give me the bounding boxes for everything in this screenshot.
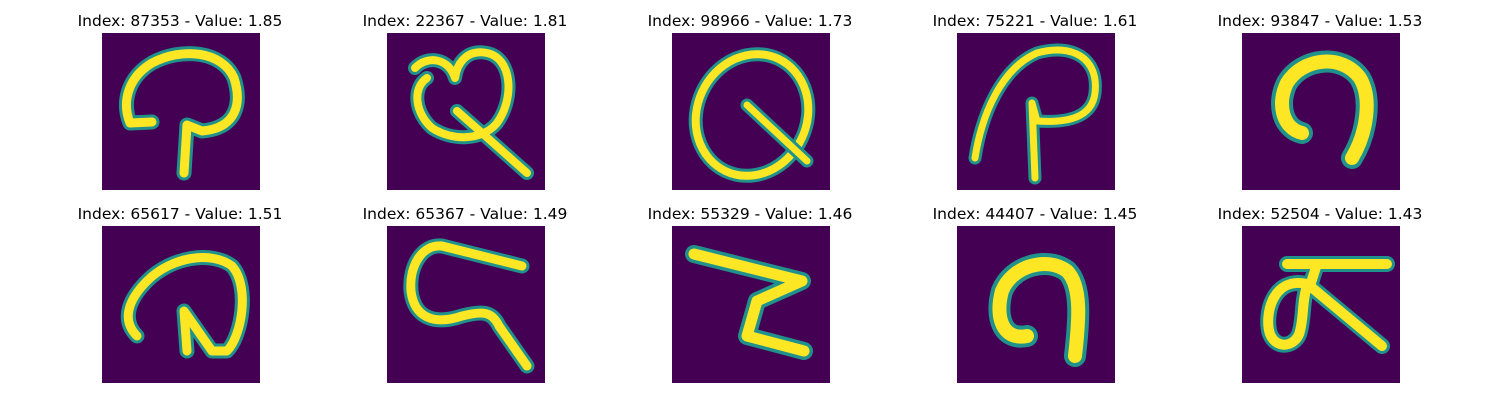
panel-title: Index: 65617 - Value: 1.51 (77, 205, 283, 223)
glyph-strokes (688, 47, 816, 183)
panel-2: Index: 22367 - Value: 1.81 (315, 11, 615, 204)
glyph-strokes (1260, 256, 1395, 354)
panel-title: Index: 52504 - Value: 1.43 (1217, 205, 1423, 223)
glyph-strokes (403, 238, 535, 374)
glyph-image (387, 226, 545, 383)
glyph-image (1242, 226, 1400, 383)
glyph-image (1242, 33, 1400, 190)
glyph-strokes (120, 250, 250, 359)
glyph-strokes (968, 43, 1102, 185)
panel-title: Index: 75221 - Value: 1.61 (932, 12, 1138, 30)
panel-8: Index: 55329 - Value: 1.46 (600, 204, 900, 397)
glyph-image (957, 33, 1115, 190)
panel-title: Index: 93847 - Value: 1.53 (1217, 12, 1423, 30)
panel-10: Index: 52504 - Value: 1.43 (1170, 204, 1470, 397)
glyph-image (672, 33, 830, 190)
glyph-strokes (1271, 50, 1378, 169)
glyph-strokes (988, 252, 1090, 367)
glyph-strokes (119, 46, 245, 181)
panel-7: Index: 65367 - Value: 1.49 (315, 204, 615, 397)
panel-9: Index: 44407 - Value: 1.45 (885, 204, 1185, 397)
panel-title: Index: 98966 - Value: 1.73 (647, 12, 853, 30)
panel-5: Index: 93847 - Value: 1.53 (1170, 11, 1470, 204)
panel-4: Index: 75221 - Value: 1.61 (885, 11, 1185, 204)
glyph-strokes (685, 245, 813, 360)
glyph-image (672, 226, 830, 383)
panel-title: Index: 44407 - Value: 1.45 (932, 205, 1138, 223)
glyph-image (387, 33, 545, 190)
glyph-image (957, 226, 1115, 383)
panel-3: Index: 98966 - Value: 1.73 (600, 11, 900, 204)
panel-title: Index: 87353 - Value: 1.85 (77, 12, 283, 30)
panel-title: Index: 55329 - Value: 1.46 (647, 205, 853, 223)
panel-title: Index: 65367 - Value: 1.49 (362, 205, 568, 223)
panel-6: Index: 65617 - Value: 1.51 (30, 204, 330, 397)
panel-1: Index: 87353 - Value: 1.85 (30, 11, 330, 204)
panel-title: Index: 22367 - Value: 1.81 (362, 12, 568, 30)
glyph-strokes (408, 45, 534, 180)
glyph-image (102, 33, 260, 190)
glyph-image (102, 226, 260, 383)
